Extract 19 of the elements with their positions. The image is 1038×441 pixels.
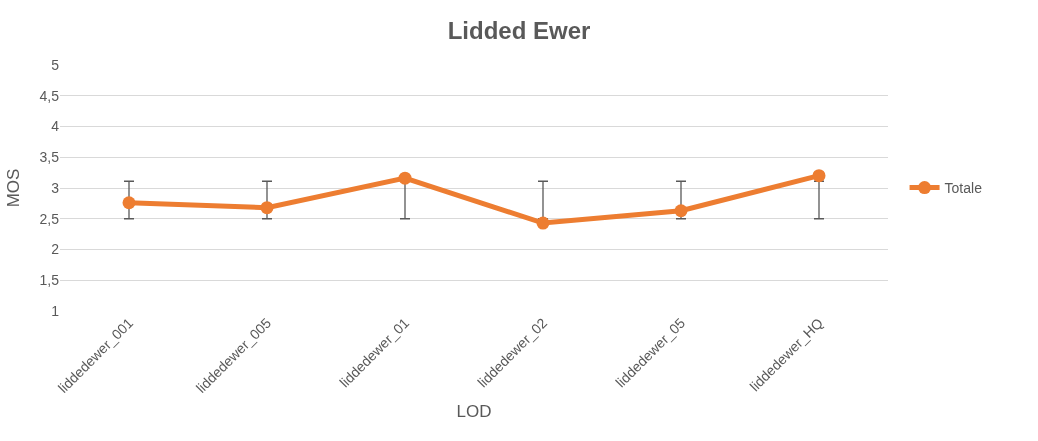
y-tick-label: 3 [51, 179, 60, 196]
x-axis-title: LOD [456, 402, 492, 422]
y-axis-title: MOS [4, 168, 24, 208]
point [536, 216, 550, 230]
y-tick-label: 1,5 [39, 272, 60, 289]
point [674, 204, 688, 218]
point [812, 169, 826, 183]
y-tick-label: 4,5 [39, 87, 60, 104]
y-tick-label: 2,5 [39, 210, 60, 227]
y-tick-label: 2 [51, 241, 60, 258]
legend-label: Totale [944, 180, 983, 197]
chart-title: Lidded Ewer [447, 16, 591, 44]
y-tick-label: 5 [51, 56, 60, 73]
y-tick-label: 1 [51, 302, 60, 319]
point [398, 171, 412, 185]
point [122, 196, 136, 210]
y-tick-label: 4 [51, 118, 60, 135]
y-tick-label: 3,5 [39, 149, 60, 166]
point [260, 201, 274, 215]
